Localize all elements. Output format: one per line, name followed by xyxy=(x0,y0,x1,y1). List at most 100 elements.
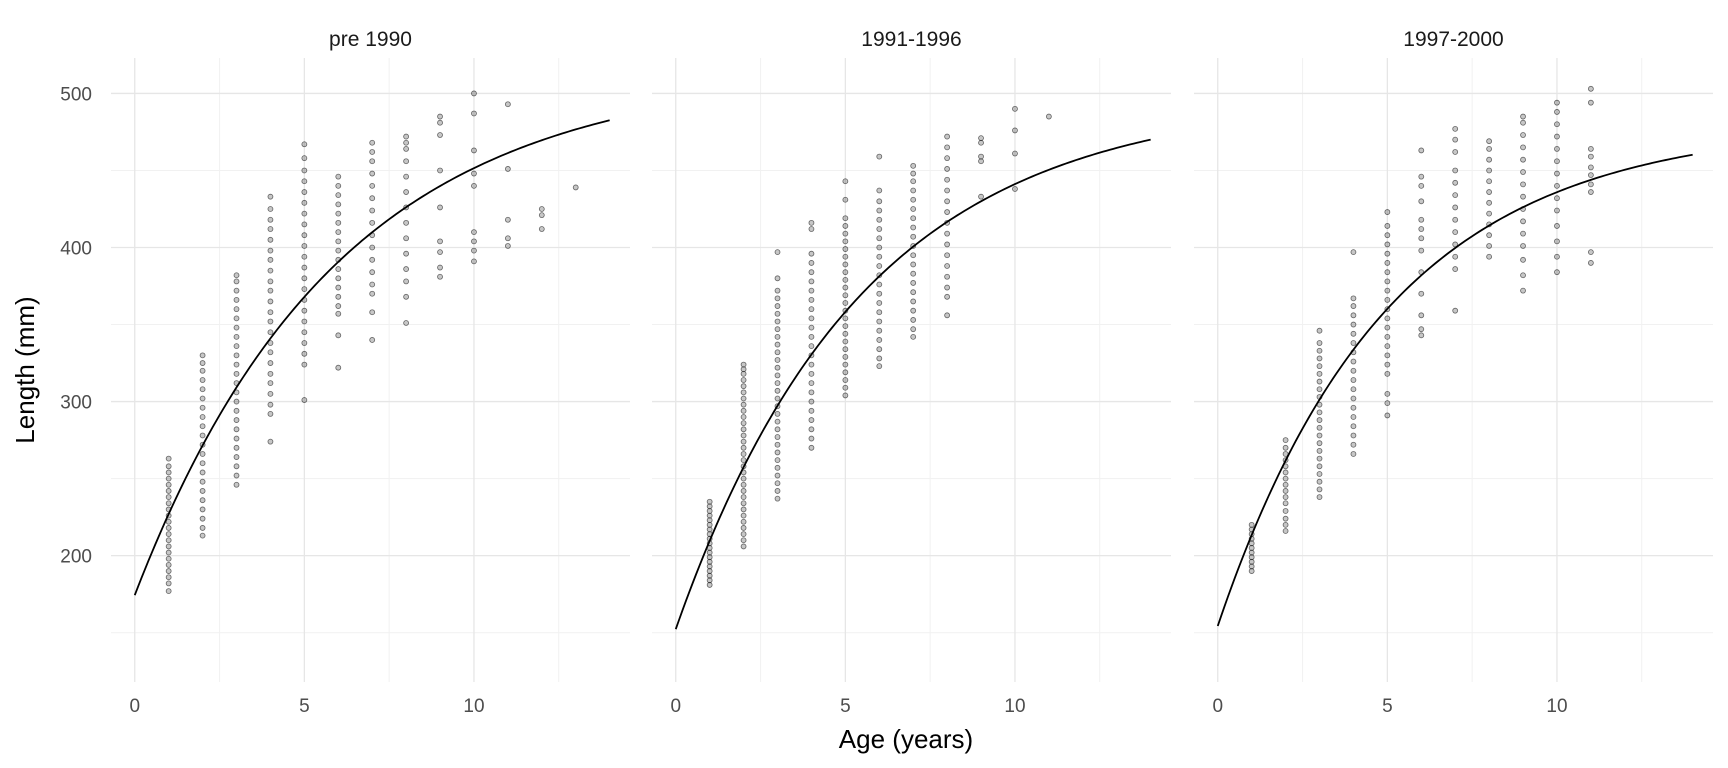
data-point xyxy=(808,260,815,266)
data-point xyxy=(1316,424,1323,431)
data-point xyxy=(740,481,747,488)
data-point xyxy=(369,309,376,316)
data-point xyxy=(1587,189,1594,195)
data-point xyxy=(504,243,511,249)
data-point xyxy=(233,407,240,414)
data-point xyxy=(876,290,883,297)
data-point xyxy=(403,146,410,152)
panel-title: 1991-1996 xyxy=(861,28,961,51)
data-point xyxy=(1384,412,1391,419)
data-point xyxy=(1384,223,1391,229)
data-point xyxy=(1554,223,1560,229)
data-point xyxy=(165,568,172,574)
data-point xyxy=(437,249,443,256)
data-point xyxy=(910,233,917,240)
data-point xyxy=(842,276,849,283)
data-point xyxy=(740,494,747,501)
panel-2: 1991-1996 0 5 10 xyxy=(652,28,1171,717)
data-point xyxy=(944,284,951,291)
data-point xyxy=(403,266,410,272)
data-point xyxy=(774,364,781,371)
data-point xyxy=(876,263,883,269)
data-point xyxy=(774,318,781,325)
data-point xyxy=(740,543,747,550)
data-point xyxy=(876,253,883,260)
data-point xyxy=(199,506,206,513)
data-point xyxy=(504,235,511,242)
data-point xyxy=(1554,121,1560,128)
data-point xyxy=(165,494,172,501)
data-point xyxy=(1384,232,1391,239)
data-point xyxy=(199,386,206,393)
data-point xyxy=(1384,209,1391,215)
data-point xyxy=(842,292,849,299)
data-point xyxy=(369,244,376,251)
data-point xyxy=(740,420,747,427)
panel-title: 1997-2000 xyxy=(1403,28,1503,51)
data-point xyxy=(1282,444,1289,451)
data-point xyxy=(876,300,883,306)
data-point xyxy=(842,215,849,222)
data-point xyxy=(335,332,342,339)
data-point xyxy=(471,229,477,236)
data-point xyxy=(944,176,951,183)
data-point xyxy=(1350,451,1357,457)
data-point xyxy=(740,395,747,402)
data-point xyxy=(1520,169,1526,175)
data-point xyxy=(1282,437,1289,444)
data-point xyxy=(369,139,376,146)
data-point xyxy=(165,562,172,568)
data-point xyxy=(944,166,951,172)
data-point xyxy=(1554,170,1560,177)
x-tick-label: 10 xyxy=(1004,696,1025,717)
data-point xyxy=(301,243,308,249)
data-point xyxy=(1282,469,1289,476)
data-point xyxy=(1418,226,1425,232)
data-point xyxy=(740,389,747,396)
data-point xyxy=(199,497,206,504)
data-point xyxy=(301,361,308,368)
data-point xyxy=(876,226,883,232)
data-point xyxy=(301,329,308,336)
data-point xyxy=(301,189,308,195)
data-point xyxy=(267,309,274,316)
data-point xyxy=(538,206,545,212)
data-point xyxy=(369,281,376,288)
data-point xyxy=(233,352,240,359)
x-axis-title: Age (years) xyxy=(839,724,973,754)
data-point xyxy=(808,407,815,414)
data-point xyxy=(808,315,815,322)
data-point xyxy=(369,290,376,297)
data-point xyxy=(774,472,781,479)
data-point xyxy=(876,244,883,251)
data-point xyxy=(335,229,342,236)
data-point xyxy=(1384,343,1391,350)
y-tick-label: 400 xyxy=(60,239,92,260)
data-point xyxy=(774,249,781,256)
x-tick-label: 5 xyxy=(1382,696,1393,717)
data-point xyxy=(1520,193,1526,200)
data-point xyxy=(1520,218,1526,225)
data-point xyxy=(1350,358,1357,365)
data-point xyxy=(1486,232,1493,239)
data-point xyxy=(842,238,849,245)
data-point xyxy=(842,384,849,391)
data-point xyxy=(1587,249,1594,256)
data-point xyxy=(1316,378,1323,385)
data-point xyxy=(335,303,342,309)
data-point xyxy=(301,286,308,293)
data-point xyxy=(1486,138,1493,145)
data-point xyxy=(808,219,815,226)
data-point xyxy=(1486,210,1493,217)
data-point xyxy=(1384,370,1391,377)
data-point xyxy=(842,330,849,337)
data-point xyxy=(774,357,781,363)
data-point xyxy=(301,275,308,282)
data-point xyxy=(165,580,172,587)
data-point xyxy=(1316,327,1323,334)
data-point xyxy=(301,318,308,325)
data-point xyxy=(1418,173,1425,180)
data-point xyxy=(944,293,951,300)
data-point xyxy=(403,219,410,226)
